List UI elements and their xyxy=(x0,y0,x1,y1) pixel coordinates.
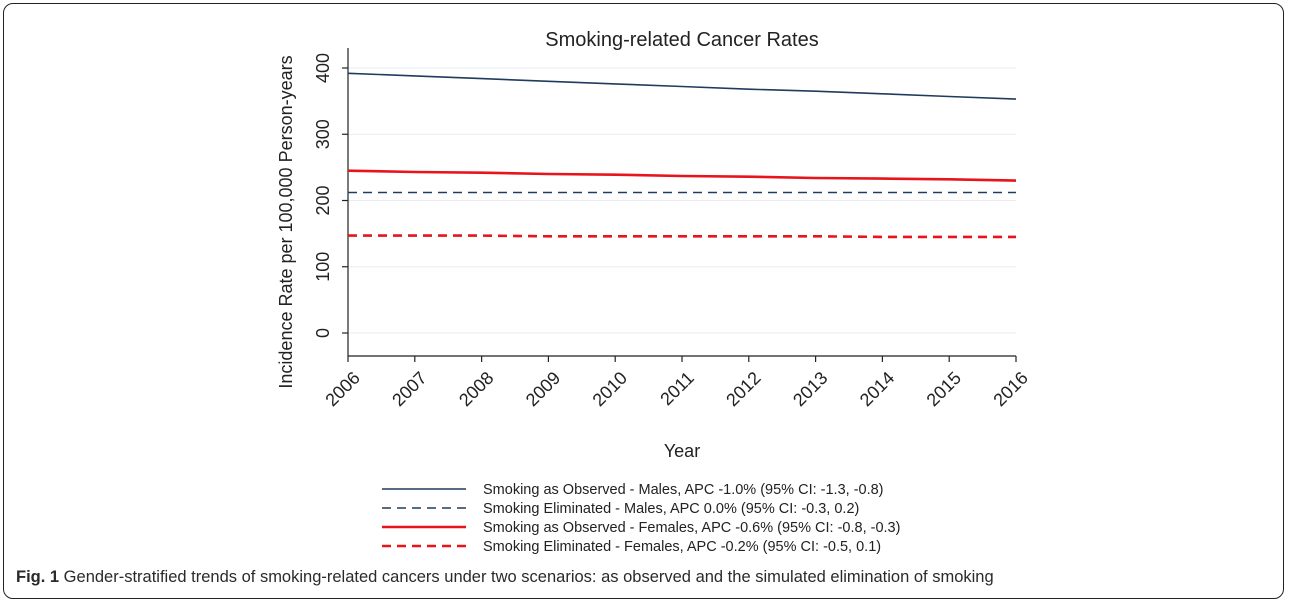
x-tick-label: 2007 xyxy=(388,368,430,410)
y-tick-label: 100 xyxy=(313,252,333,282)
y-tick-label: 0 xyxy=(313,328,333,338)
x-tick-label: 2009 xyxy=(522,368,564,410)
series-line-1 xyxy=(347,72,1017,100)
y-tick-label: 300 xyxy=(313,119,333,149)
x-tick-label: 2010 xyxy=(589,368,631,410)
legend-label-2: Smoking Eliminated - Males, APC 0.0% (95… xyxy=(483,501,859,517)
y-axis-label: Incidence Rate per 100,000 Person-years xyxy=(276,55,296,388)
legend-label-4: Smoking Eliminated - Females, APC -0.2% … xyxy=(483,539,881,555)
x-tick-label: 2006 xyxy=(321,368,363,410)
chart-title: Smoking-related Cancer Rates xyxy=(545,29,818,51)
series-line-4 xyxy=(348,234,1016,239)
caption-label: Fig. 1 xyxy=(16,568,60,586)
y-tick-label: 400 xyxy=(313,53,333,83)
figure-caption: Fig. 1 Gender-stratified trends of smoki… xyxy=(16,568,1276,587)
legend-label-1: Smoking as Observed - Males, APC -1.0% (… xyxy=(483,482,884,498)
legend-label-3: Smoking as Observed - Females, APC -0.6%… xyxy=(483,520,900,536)
figure-frame xyxy=(3,3,1284,599)
caption-text: Gender-stratified trends of smoking-rela… xyxy=(59,568,994,586)
series-line-3 xyxy=(347,169,1017,182)
y-tick-label: 200 xyxy=(313,185,333,215)
x-tick-label: 2014 xyxy=(856,368,898,410)
x-tick-label: 2008 xyxy=(455,368,497,410)
x-tick-label: 2012 xyxy=(722,368,764,410)
x-tick-label: 2015 xyxy=(923,368,965,410)
x-tick-label: 2013 xyxy=(789,368,831,410)
x-axis-label: Year xyxy=(664,441,700,461)
x-tick-label: 2016 xyxy=(989,368,1031,410)
x-tick-label: 2011 xyxy=(656,368,698,410)
